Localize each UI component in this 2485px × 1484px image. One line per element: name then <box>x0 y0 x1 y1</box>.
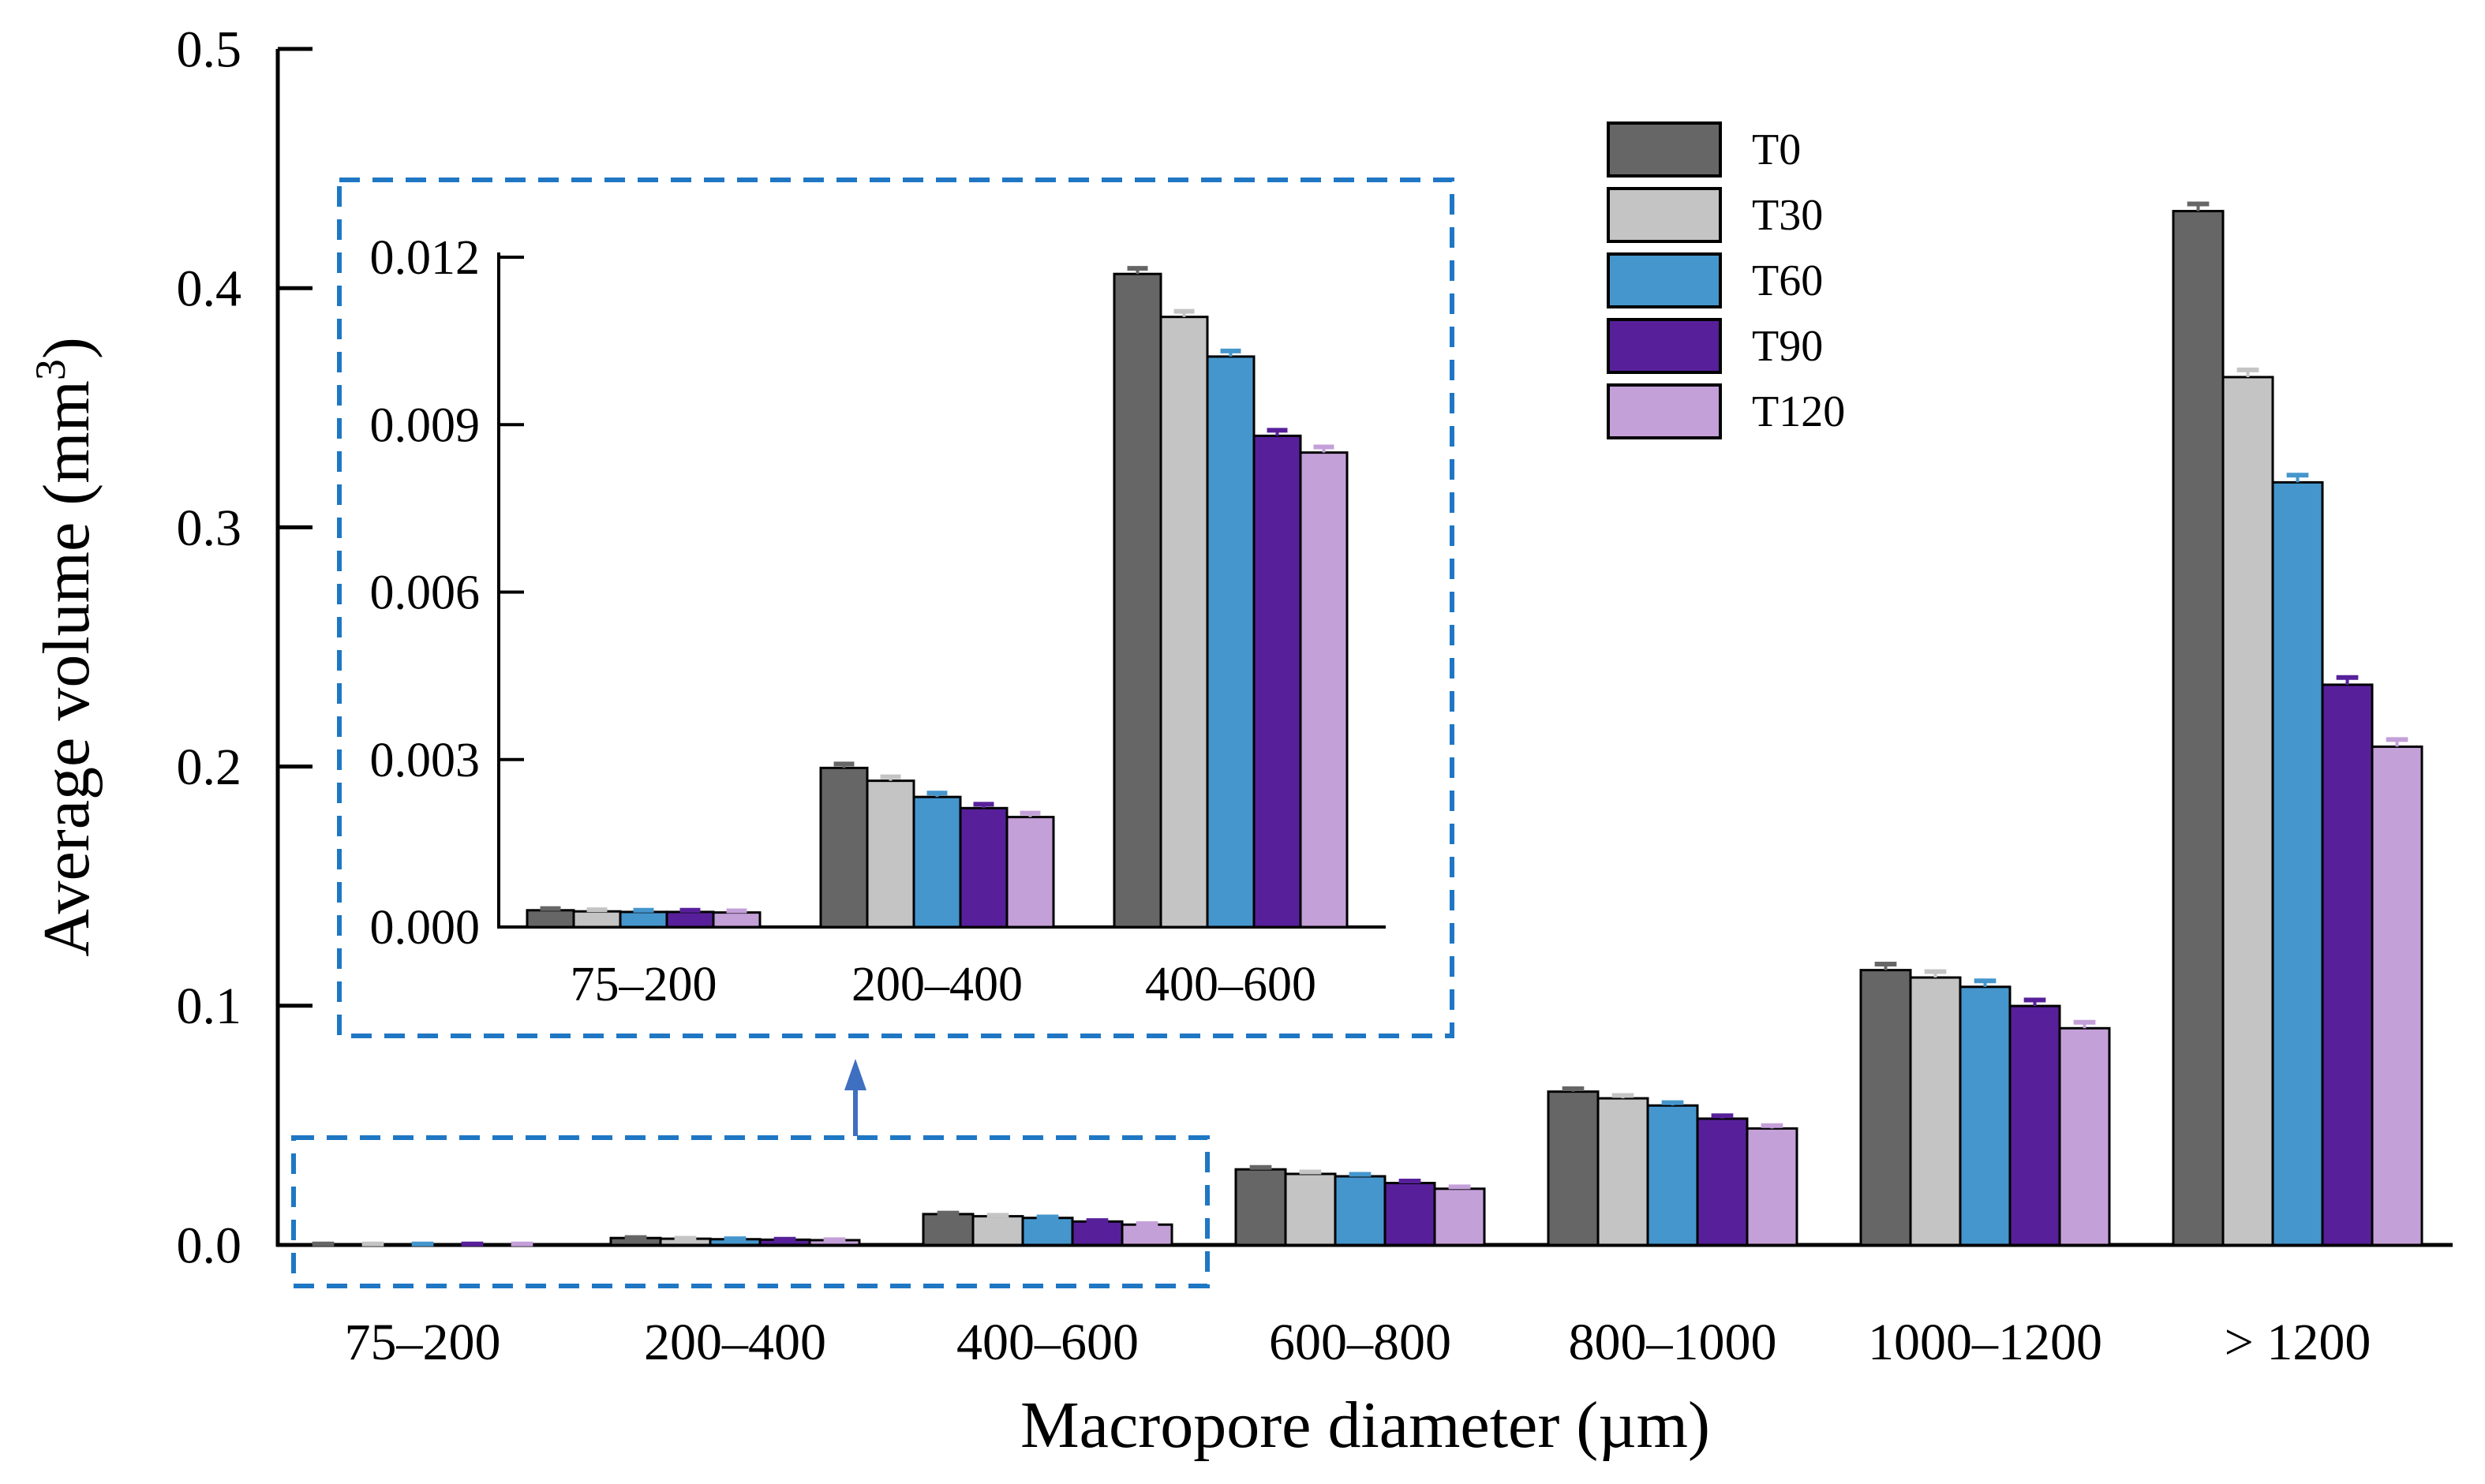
legend: T0 T30 T60 T90 T120 <box>1607 121 1845 439</box>
main-bar-t30 <box>1596 1097 1649 1247</box>
inset-bars <box>526 266 1349 929</box>
main-bar-t0 <box>1547 1090 1600 1247</box>
inset-frame <box>337 178 1454 1038</box>
inset-bar-t90 <box>665 910 715 929</box>
zoom-source-box <box>291 1135 1210 1288</box>
main-bar-t30 <box>1284 1172 1337 1247</box>
main-bar-t90 <box>1071 1220 1124 1247</box>
main-bar-t60 <box>1646 1104 1699 1247</box>
main-x-tick-label: 1000–1200 <box>1868 1314 2102 1371</box>
inset-x-tick-label: 75–200 <box>571 958 717 1011</box>
main-x-tick-labels: 75–200 200–400 400–600 600–800 800–1000 1000–… <box>345 1314 2371 1371</box>
main-bar-t90 <box>2321 683 2374 1247</box>
legend-label-t30: T30 <box>1752 191 1823 240</box>
inset-bar-t120 <box>1299 451 1349 929</box>
inset-x-tick-labels: 75–200 200–400 400–600 <box>571 958 1317 1011</box>
inset-y-tick-label: 0.012 <box>370 231 481 285</box>
legend-swatch-t60 <box>1607 252 1722 308</box>
inset-bar-t0 <box>526 909 575 929</box>
zoom-arrow <box>844 1059 866 1136</box>
main-bar-t60 <box>1021 1217 1074 1247</box>
main-bar-t0 <box>1859 969 1912 1247</box>
main-bar-t0 <box>922 1213 975 1247</box>
inset-y-tick-label: 0.006 <box>370 566 481 620</box>
main-x-tick-label: 200–400 <box>644 1314 826 1371</box>
main-bar-t120 <box>1121 1223 1173 1247</box>
inset-x-tick-label: 400–600 <box>1145 958 1316 1011</box>
main-bar-t60 <box>1959 985 2012 1247</box>
legend-swatch-t120 <box>1607 383 1722 439</box>
main-bar-t120 <box>1746 1127 1798 1247</box>
inset-bar-t90 <box>1252 434 1302 929</box>
main-x-tick-label: 800–1000 <box>1569 1314 1777 1371</box>
inset-y-tick-label: 0.003 <box>370 734 481 787</box>
main-bar-t90 <box>1696 1117 1749 1247</box>
main-bar-t30 <box>2221 376 2274 1247</box>
main-axes <box>275 49 2453 1247</box>
inset-bar-t30 <box>572 910 622 929</box>
legend-label-t60: T60 <box>1752 256 1823 305</box>
main-y-tick-label: 0.5 <box>177 21 242 78</box>
main-bar-t120 <box>1433 1187 1486 1247</box>
main-x-tick-label: > 1200 <box>2225 1314 2371 1371</box>
inset-bar-t120 <box>712 911 762 929</box>
inset-x-tick-label: 200–400 <box>851 958 1023 1011</box>
y-axis-title: Average volume (mm3) <box>27 337 103 957</box>
main-bar-t0 <box>1234 1168 1287 1247</box>
x-axis-title: Macropore diameter (µm) <box>1020 1389 1710 1462</box>
legend-label-t120: T120 <box>1752 387 1845 436</box>
legend-swatch-t30 <box>1607 187 1722 243</box>
main-bar-t60 <box>1334 1175 1387 1247</box>
main-y-tick-label: 0.0 <box>177 1217 242 1274</box>
main-y-tick-label: 0.3 <box>177 499 242 557</box>
main-y-tick-label: 0.1 <box>177 977 242 1035</box>
inset-bar-t60 <box>1206 355 1256 929</box>
main-bar-t60 <box>2271 480 2324 1247</box>
main-bar-t90 <box>1383 1181 1436 1247</box>
main-x-tick-label: 75–200 <box>345 1314 501 1371</box>
inset-y-tick-label: 0.009 <box>370 398 481 452</box>
inset-bar-t60 <box>912 795 962 929</box>
inset-y-ticks: 0.000 0.003 0.006 0.009 0.012 <box>370 231 524 955</box>
inset-bar-t120 <box>1005 816 1055 929</box>
inset-bar-t0 <box>1113 272 1162 929</box>
main-bar-t120 <box>2058 1026 2111 1247</box>
main-x-tick-label: 600–800 <box>1269 1314 1451 1371</box>
main-bar-t30 <box>1909 976 1962 1247</box>
main-bar-t0 <box>2172 210 2225 1247</box>
legend-swatch-t0 <box>1607 121 1722 178</box>
main-y-tick-label: 0.2 <box>177 738 242 796</box>
main-bars <box>297 201 2423 1247</box>
main-bar-t120 <box>2371 745 2423 1247</box>
legend-label-t90: T90 <box>1752 322 1823 371</box>
inset-bar-t90 <box>959 806 1009 929</box>
inset-bar-t60 <box>619 910 668 929</box>
main-bar-t90 <box>2008 1004 2061 1247</box>
main-bar-t30 <box>971 1215 1024 1247</box>
legend-swatch-t90 <box>1607 318 1722 374</box>
inset-y-tick-label: 0.000 <box>370 901 481 955</box>
main-y-ticks: 0.0 0.1 0.2 0.3 0.4 0.5 <box>177 21 312 1274</box>
main-y-tick-label: 0.4 <box>177 260 242 318</box>
inset-bar-t30 <box>1159 316 1209 929</box>
inset-bar-t30 <box>866 779 915 929</box>
main-x-tick-label: 400–600 <box>956 1314 1139 1371</box>
inset-bar-t0 <box>819 766 869 929</box>
legend-label-t0: T0 <box>1752 125 1801 174</box>
